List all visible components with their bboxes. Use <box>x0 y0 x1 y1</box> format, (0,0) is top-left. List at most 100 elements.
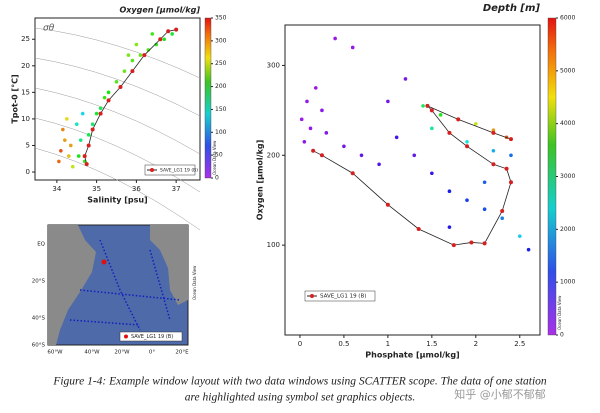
point <box>500 216 504 220</box>
cruise-tracks <box>69 239 181 331</box>
colorbar-label: 50 <box>215 152 223 159</box>
point <box>342 144 346 149</box>
point <box>320 108 324 113</box>
y-tick-label: 10 <box>21 115 30 123</box>
africa <box>150 225 188 305</box>
point <box>90 122 95 127</box>
station-point <box>174 27 179 32</box>
point <box>170 32 174 36</box>
x-tick-label: 2 <box>474 340 478 348</box>
point <box>70 164 75 169</box>
colorbar-label: 0 <box>215 175 219 182</box>
point <box>162 37 167 42</box>
point <box>122 69 127 73</box>
lat-label: 20°S <box>32 279 46 285</box>
point <box>302 140 307 144</box>
legend <box>144 164 196 176</box>
station-point <box>98 111 103 116</box>
lon-label: 40°W <box>84 350 100 356</box>
point <box>403 77 408 81</box>
colorbar-label: 6000 <box>560 15 575 22</box>
colorbar-label: 200 <box>215 83 227 90</box>
x-tick-label: 37 <box>172 185 181 193</box>
station-point <box>491 130 496 135</box>
colorbar-label: 3000 <box>560 173 575 180</box>
station-point <box>465 144 470 149</box>
isopycnal <box>34 87 201 155</box>
legend-marker <box>124 334 128 339</box>
point <box>474 122 478 126</box>
point <box>57 159 61 164</box>
station-point <box>82 154 87 159</box>
station-point <box>508 137 513 142</box>
x-tick-label: 35 <box>92 185 101 193</box>
station-point <box>425 103 430 108</box>
point <box>76 154 81 158</box>
y-tick-label: 25 <box>21 35 30 43</box>
map-legend <box>119 331 183 342</box>
colorbar-label: 150 <box>215 106 227 113</box>
station-point <box>429 108 434 113</box>
colorbar-title: Oxygen [µmol/kg] <box>119 6 200 15</box>
colorbar-title: Depth [m] <box>483 3 541 14</box>
point <box>106 90 111 95</box>
station-point <box>106 98 111 103</box>
point <box>526 247 531 252</box>
station-point <box>482 241 487 246</box>
lat-label: EQ <box>37 242 45 248</box>
y-axis-label: Oxygen [µmol/kg] <box>256 140 265 221</box>
contour-label: σθ <box>43 24 55 34</box>
colorbar-label: 1000 <box>560 279 575 286</box>
point <box>150 32 155 36</box>
x-axis-label: Salinity [psu] <box>87 196 147 205</box>
point <box>509 153 513 158</box>
colorbar-label: 5000 <box>560 67 575 74</box>
x-tick-label: 1 <box>386 340 390 348</box>
colorbar-label: 100 <box>215 129 227 136</box>
plot-frame <box>34 17 201 181</box>
y-tick-label: 15 <box>21 88 30 96</box>
isopycnal <box>34 57 201 117</box>
station-point <box>508 180 513 185</box>
station-point <box>491 162 496 167</box>
point <box>491 128 496 132</box>
point <box>438 113 443 117</box>
legend-marker <box>150 168 154 172</box>
station-point <box>142 53 147 58</box>
legend-text: SAVE_LG1 19 (B) <box>160 168 198 174</box>
point <box>465 140 469 144</box>
point <box>86 133 91 137</box>
point <box>491 148 496 153</box>
map-panel: SAVE_LG1 19 (B) Ocean Data View <box>47 224 197 346</box>
station-point <box>84 162 89 167</box>
lon-label: 0° <box>149 350 155 356</box>
isopycnal <box>34 27 201 79</box>
point <box>482 180 487 185</box>
station-point <box>350 171 355 176</box>
y-tick-label: 5 <box>26 141 30 149</box>
point <box>61 127 65 132</box>
x-tick-label: 2.5 <box>514 340 525 348</box>
point <box>350 45 355 50</box>
x-tick-label: 0.5 <box>338 340 349 348</box>
colorbar-label: 350 <box>215 15 227 22</box>
isopycnal <box>34 147 201 231</box>
station-point <box>500 209 505 213</box>
point <box>386 99 390 104</box>
y-tick-label: 300 <box>267 61 280 69</box>
point <box>65 117 69 121</box>
point <box>517 234 522 238</box>
isopycnal <box>34 117 201 193</box>
legend-marker <box>310 294 314 298</box>
point <box>66 154 71 158</box>
y-tick-label: 0 <box>26 168 30 176</box>
colorbar <box>547 17 557 336</box>
lat-label: 40°S <box>32 316 46 322</box>
point <box>430 126 434 131</box>
point <box>394 135 399 140</box>
point <box>430 171 434 176</box>
station-point <box>166 29 171 34</box>
station-point <box>118 85 123 90</box>
watermark: 知乎 @小郁不郁郁 <box>454 387 546 401</box>
point <box>102 95 107 100</box>
